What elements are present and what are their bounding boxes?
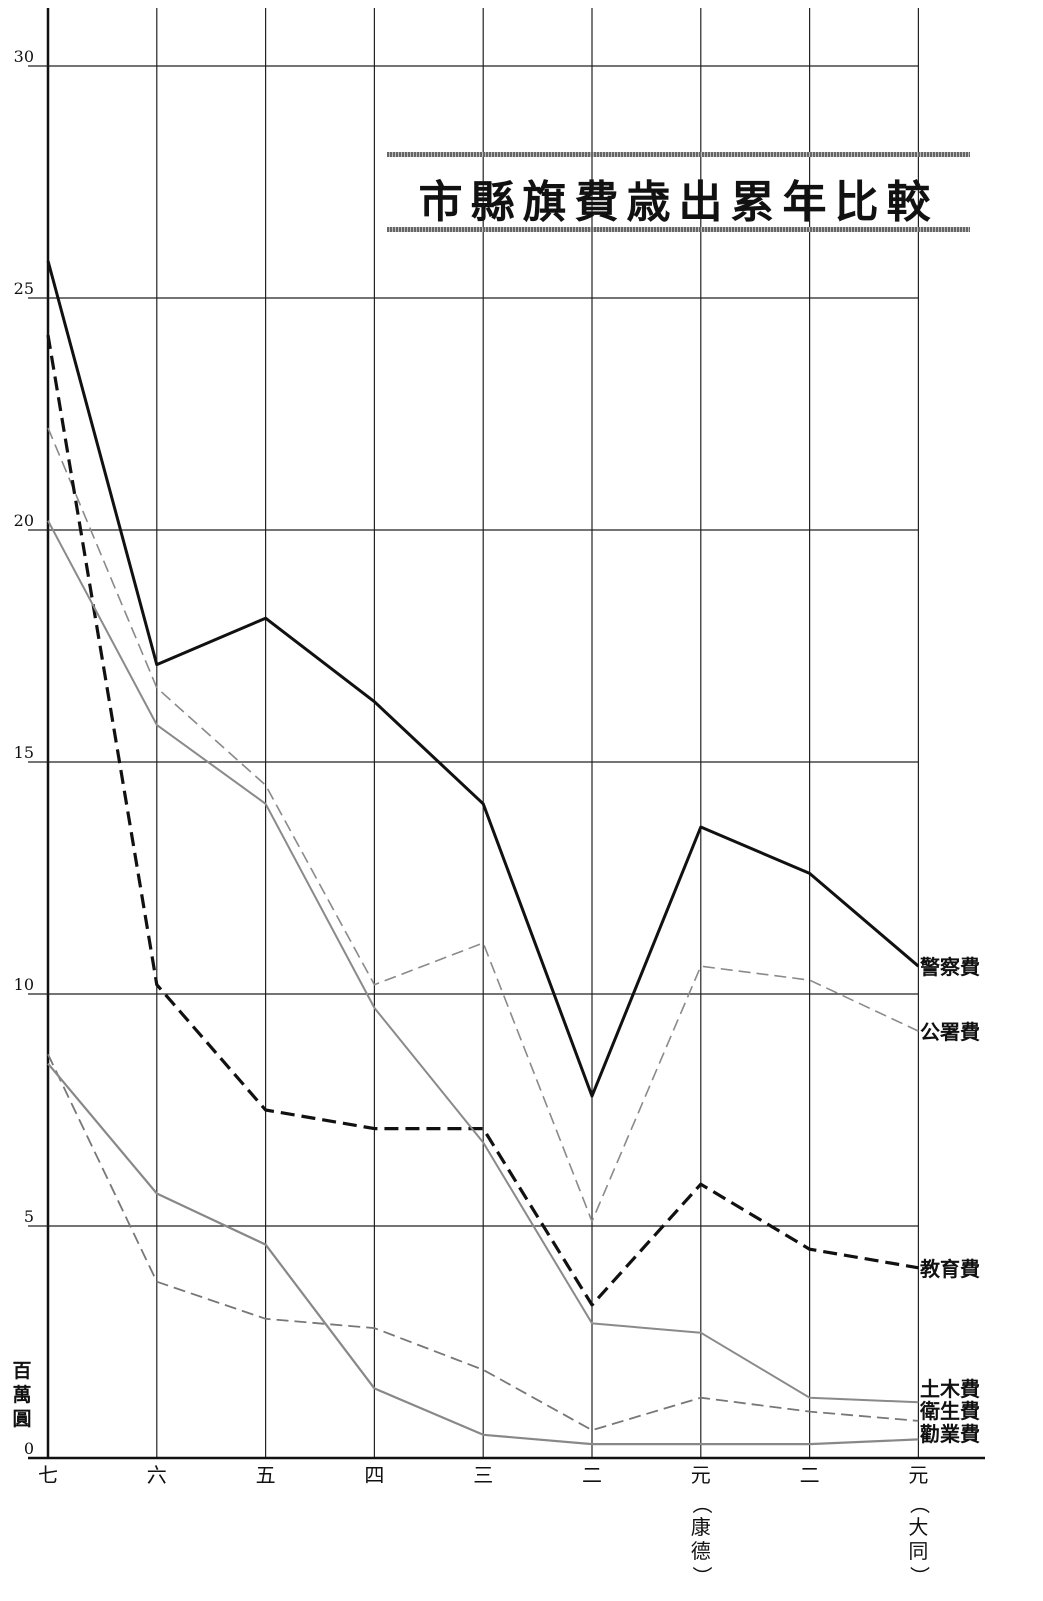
y-unit-label: 百萬圓: [12, 1360, 31, 1430]
x-tick-label: 四: [364, 1463, 384, 1487]
y-tick-label: 30: [14, 47, 34, 66]
x-tick-label: 二: [582, 1463, 602, 1487]
y-tick-label: 0: [24, 1439, 34, 1458]
x-tick-sublabel-char: （: [690, 1494, 714, 1514]
y-tick-label: 5: [24, 1207, 34, 1226]
x-tick-sublabel-char: 康: [691, 1515, 711, 1539]
series-label: 教育費: [920, 1257, 980, 1281]
series-lines: [46, 260, 920, 1446]
x-tick-label: 二: [800, 1463, 820, 1487]
series-line-2: [47, 427, 919, 1223]
title-rule-top: [387, 152, 970, 157]
x-tick-sublabel-char: 德: [691, 1539, 711, 1563]
series-label: 警察費: [920, 955, 980, 979]
y-tick-labels: 0 5 10 15 20 25 30: [14, 47, 34, 1458]
x-tick-label: 三: [473, 1463, 493, 1487]
x-tick-label: 七: [38, 1463, 58, 1487]
x-tick-label: 元: [908, 1463, 928, 1487]
title-rule-bottom: [387, 227, 970, 232]
chart-title: 市縣旗費歳出累年比較: [418, 177, 939, 228]
series-line-4: [47, 520, 919, 1404]
series-label: 勸業費: [920, 1422, 980, 1446]
x-tick-sublabel-char: ）: [907, 1566, 931, 1586]
series-line-3: [46, 334, 919, 1307]
y-tick-label: 10: [14, 975, 34, 994]
x-tick-labels: 七六五四三二元（康德）二 元（大同）: [38, 1463, 931, 1586]
x-tick-sublabel-char: ）: [690, 1566, 714, 1586]
series-label: 衛生費: [919, 1399, 980, 1423]
series-line-5: [47, 1053, 919, 1432]
series-label: 公署費: [920, 1020, 980, 1044]
y-tick-label: 25: [14, 279, 34, 298]
chart-title-box: 市縣旗費歳出累年比較: [387, 152, 970, 232]
x-tick-sublabel-char: （: [907, 1494, 931, 1514]
x-tick-label: 六: [147, 1463, 167, 1487]
grid: [28, 8, 985, 1460]
x-tick-sublabel-char: 大: [908, 1515, 928, 1539]
series-line-6: [47, 1062, 919, 1446]
series-line-1: [46, 260, 920, 1098]
x-tick-label: 五: [256, 1463, 276, 1487]
series-label: 土木費: [920, 1377, 980, 1401]
x-tick-label: 元: [691, 1463, 711, 1487]
x-tick-sublabel-char: 同: [908, 1539, 928, 1563]
y-tick-label: 20: [14, 511, 34, 530]
y-tick-label: 15: [14, 743, 34, 762]
